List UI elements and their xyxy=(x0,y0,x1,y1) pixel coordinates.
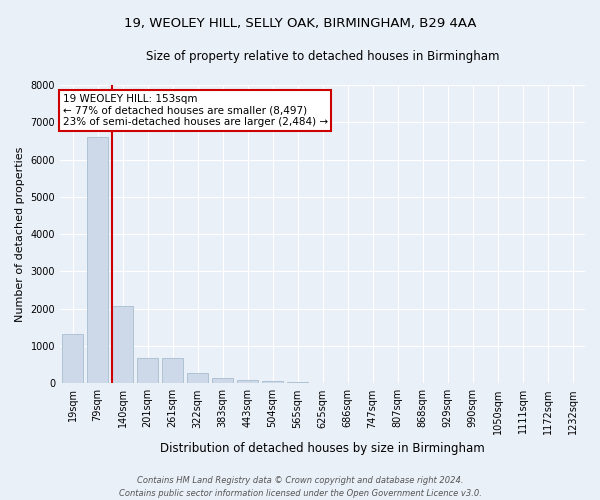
Bar xyxy=(87,137,108,384)
X-axis label: Distribution of detached houses by size in Birmingham: Distribution of detached houses by size … xyxy=(160,442,485,455)
Bar xyxy=(62,334,83,384)
Bar xyxy=(187,373,208,384)
Bar xyxy=(287,382,308,384)
Bar xyxy=(162,358,183,384)
Bar xyxy=(312,382,333,384)
Text: 19 WEOLEY HILL: 153sqm
← 77% of detached houses are smaller (8,497)
23% of semi-: 19 WEOLEY HILL: 153sqm ← 77% of detached… xyxy=(62,94,328,127)
Title: Size of property relative to detached houses in Birmingham: Size of property relative to detached ho… xyxy=(146,50,499,63)
Text: 19, WEOLEY HILL, SELLY OAK, BIRMINGHAM, B29 4AA: 19, WEOLEY HILL, SELLY OAK, BIRMINGHAM, … xyxy=(124,18,476,30)
Y-axis label: Number of detached properties: Number of detached properties xyxy=(15,146,25,322)
Bar xyxy=(112,306,133,384)
Bar xyxy=(212,378,233,384)
Bar xyxy=(137,358,158,384)
Bar xyxy=(237,380,258,384)
Text: Contains HM Land Registry data © Crown copyright and database right 2024.
Contai: Contains HM Land Registry data © Crown c… xyxy=(119,476,481,498)
Bar xyxy=(337,382,358,384)
Bar xyxy=(262,382,283,384)
